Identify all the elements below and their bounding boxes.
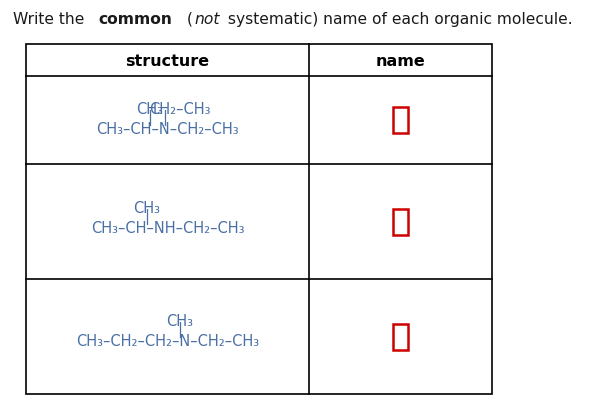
Text: common: common [99,12,173,27]
Text: (: ( [182,12,193,27]
Text: |: | [162,110,167,126]
Text: CH₃–CH–N–CH₂–CH₃: CH₃–CH–N–CH₂–CH₃ [96,121,239,136]
Text: CH₂–CH₃: CH₂–CH₃ [150,101,211,116]
Bar [393,209,408,235]
Text: CH₃: CH₃ [133,200,160,216]
Bar [393,324,408,350]
Text: CH₃: CH₃ [136,101,163,116]
Text: CH₃–CH₂–CH₂–N–CH₂–CH₃: CH₃–CH₂–CH₂–N–CH₂–CH₃ [76,333,259,348]
Text: Write the: Write the [13,12,89,27]
Bar [26,45,492,394]
Text: CH₃: CH₃ [166,313,193,328]
Text: not: not [194,12,219,27]
Text: |: | [147,110,152,126]
Text: systematic) name of each organic molecule.: systematic) name of each organic molecul… [223,12,573,27]
Text: |: | [144,209,149,225]
Text: |: | [178,322,182,338]
Bar [393,108,408,134]
Text: CH₃–CH–NH–CH₂–CH₃: CH₃–CH–NH–CH₂–CH₃ [91,220,244,236]
Text: name: name [376,53,425,68]
Text: structure: structure [125,53,210,68]
